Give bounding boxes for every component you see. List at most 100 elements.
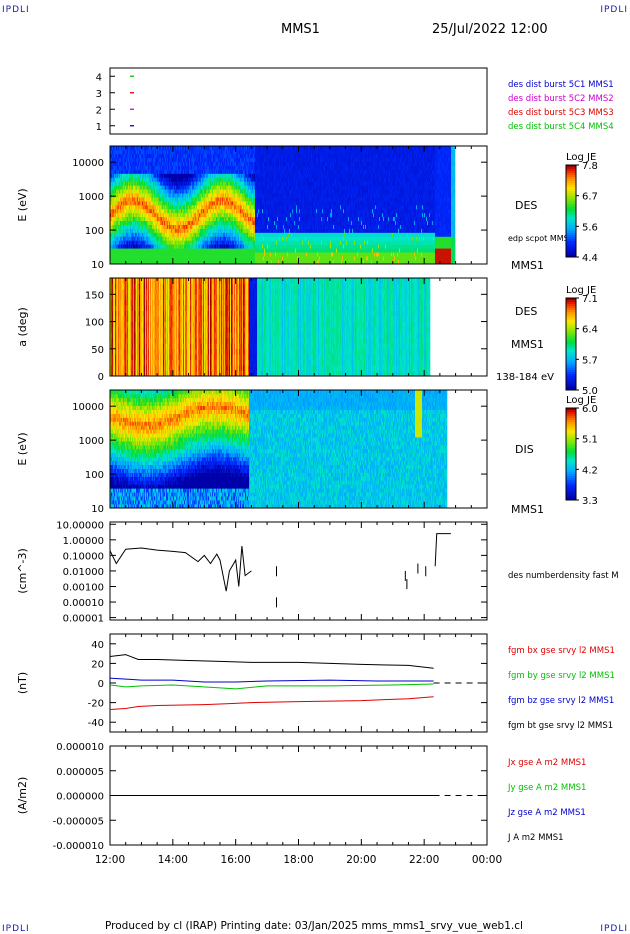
bfield-frame	[109, 633, 488, 733]
bfield-ytick-label: -40	[88, 718, 104, 729]
density-ytick-label: 0.00001	[63, 614, 104, 625]
current-ylabel: (A/m2)	[16, 777, 29, 815]
bfield-legend-entry: fgm bz gse srvy l2 MMS1	[508, 696, 614, 706]
current-ytick-label: -0.000010	[53, 841, 104, 852]
bfield-series-line	[109, 683, 434, 690]
bfield-legend-entry: fgm bt gse srvy l2 MMS1	[508, 721, 613, 731]
burst-legend-entry: des dist burst 5C4 MMS4	[508, 122, 614, 132]
des-pitch-colorbar-tick-label: 5.7	[582, 355, 598, 366]
dis-energy-colorbar-title: Log JE	[566, 395, 596, 406]
current-ytick-label: -0.000005	[53, 816, 104, 827]
burst-ytick-label: 4	[96, 72, 102, 83]
des-pitch-ytick-label: 150	[85, 290, 104, 301]
density-segment	[434, 533, 451, 567]
bfield-ytick-label: 20	[91, 659, 104, 670]
x-tick-label: 16:00	[221, 854, 251, 866]
bfield-series-line	[109, 696, 434, 710]
bfield-series-line	[109, 677, 434, 683]
burst-legend-entry: des dist burst 5C1 MMS1	[508, 80, 614, 90]
des-pitch-colorbar-tick-label: 7.1	[582, 294, 598, 305]
density-ytick-label: 0.01000	[63, 567, 104, 578]
corner-label-bottom-right: IPDLI	[600, 924, 628, 934]
des-pitch-ytick-label: 100	[85, 318, 104, 329]
des-energy-colorbar-tick-label: 7.8	[582, 161, 598, 172]
des-pitch-ylabel: a (deg)	[16, 307, 29, 347]
bfield-legend-entry: fgm bx gse srvy l2 MMS1	[508, 646, 615, 656]
burst-ytick-label: 1	[96, 122, 102, 133]
des-pitch-instrument-label: DES	[515, 305, 537, 318]
dis-energy-colorbar-tick-label: 4.2	[582, 465, 598, 476]
des-energy-colorbar	[565, 164, 577, 258]
des-energy-ylabel: E (eV)	[16, 188, 29, 221]
dis-energy-colorbar-tick-label: 6.0	[582, 404, 598, 415]
des-pitch-colorbar-tick-label: 5.0	[582, 386, 598, 397]
burst-ytick-label: 2	[96, 105, 102, 116]
current-legend-entry: J A m2 MMS1	[507, 833, 564, 843]
des-energy-colorbar-title: Log JE	[566, 152, 596, 163]
des-energy-colorbar-tick-label: 5.6	[582, 222, 598, 233]
density-frame	[109, 521, 488, 621]
density-ytick-label: 0.00100	[63, 582, 104, 593]
bfield-ytick-label: 40	[91, 640, 104, 651]
des-energy-colorbar-tick-label: 6.7	[582, 192, 598, 203]
dis-energy-ytick-label: 10000	[72, 402, 104, 413]
dis-energy-heatmap	[110, 390, 448, 509]
density-legend-entry: des numberdensity fast M	[508, 571, 619, 581]
des-energy-colorbar-tick-label: 4.4	[582, 253, 598, 264]
bfield-legend-entry: fgm by gse srvy l2 MMS1	[508, 671, 615, 681]
des-pitch-colorbar-tick-label: 6.4	[582, 325, 598, 336]
bfield-ylabel: (nT)	[16, 672, 29, 694]
datetime-title: 25/Jul/2022 12:00	[432, 22, 548, 37]
des-energy-spacecraft-label: MMS1	[511, 259, 544, 272]
x-tick-label: 18:00	[283, 854, 313, 866]
bfield-ytick-label: 0	[98, 679, 104, 690]
burst-legend-entry: des dist burst 5C2 MMS2	[508, 94, 614, 104]
dis-energy-ylabel: E (eV)	[16, 432, 29, 465]
current-ytick-label: 0.000010	[56, 742, 104, 753]
current-legend-entry: Jy gse A m2 MMS1	[507, 783, 586, 793]
corner-label-top-right: IPDLI	[600, 5, 628, 15]
burst-ytick-label: 3	[96, 89, 102, 100]
density-ytick-label: 0.00010	[63, 598, 104, 609]
des-pitch-spacecraft-label: MMS1	[511, 338, 544, 351]
des-energy-instrument-label: DES	[515, 199, 537, 212]
density-ylabel: (cm^-3)	[16, 548, 29, 594]
des-pitch-ytick-label: 50	[91, 345, 104, 356]
des-pitch-energy-range: 138-184 eV	[496, 372, 554, 383]
des-pitch-colorbar	[565, 297, 577, 391]
density-series-line	[109, 545, 252, 592]
spacecraft-title: MMS1	[281, 22, 320, 37]
des-energy-ytick-label: 10000	[72, 158, 104, 169]
corner-label-top-left: IPDLI	[2, 5, 30, 15]
current-legend-entry: Jz gse A m2 MMS1	[507, 808, 586, 818]
current-ytick-label: 0.000000	[56, 792, 104, 803]
x-tick-label: 20:00	[346, 854, 376, 866]
des-energy-heatmap	[110, 146, 456, 265]
x-tick-label: 00:00	[472, 854, 502, 866]
dis-energy-spacecraft-label: MMS1	[511, 503, 544, 516]
des-energy-ytick-label: 1000	[79, 192, 104, 203]
x-tick-label: 22:00	[409, 854, 439, 866]
dis-energy-colorbar-tick-label: 3.3	[582, 496, 598, 507]
burst-legend-entry: des dist burst 5C3 MMS3	[508, 108, 614, 118]
dis-energy-ytick-label: 100	[85, 470, 104, 481]
des-pitch-ytick-label: 0	[98, 372, 104, 383]
dis-energy-instrument-label: DIS	[515, 443, 534, 456]
current-ytick-label: 0.000005	[56, 767, 104, 778]
dis-energy-colorbar-tick-label: 5.1	[582, 435, 598, 446]
des-pitch-heatmap	[110, 278, 431, 377]
current-legend-entry: Jx gse A m2 MMS1	[507, 758, 586, 768]
corner-label-bottom-left: IPDLI	[2, 924, 30, 934]
x-tick-label: 12:00	[95, 854, 125, 866]
bfield-ytick-label: -20	[88, 699, 104, 710]
burst-frame	[109, 67, 488, 135]
footer-credit: Produced by cl (IRAP) Printing date: 03/…	[105, 920, 523, 932]
dis-energy-ytick-label: 1000	[79, 436, 104, 447]
bfield-series-line	[109, 654, 434, 669]
des-pitch-colorbar-title: Log JE	[566, 285, 596, 296]
density-ytick-label: 0.10000	[63, 551, 104, 562]
des-energy-ytick-label: 10	[91, 260, 104, 271]
des-energy-ytick-label: 100	[85, 226, 104, 237]
x-tick-label: 14:00	[158, 854, 188, 866]
